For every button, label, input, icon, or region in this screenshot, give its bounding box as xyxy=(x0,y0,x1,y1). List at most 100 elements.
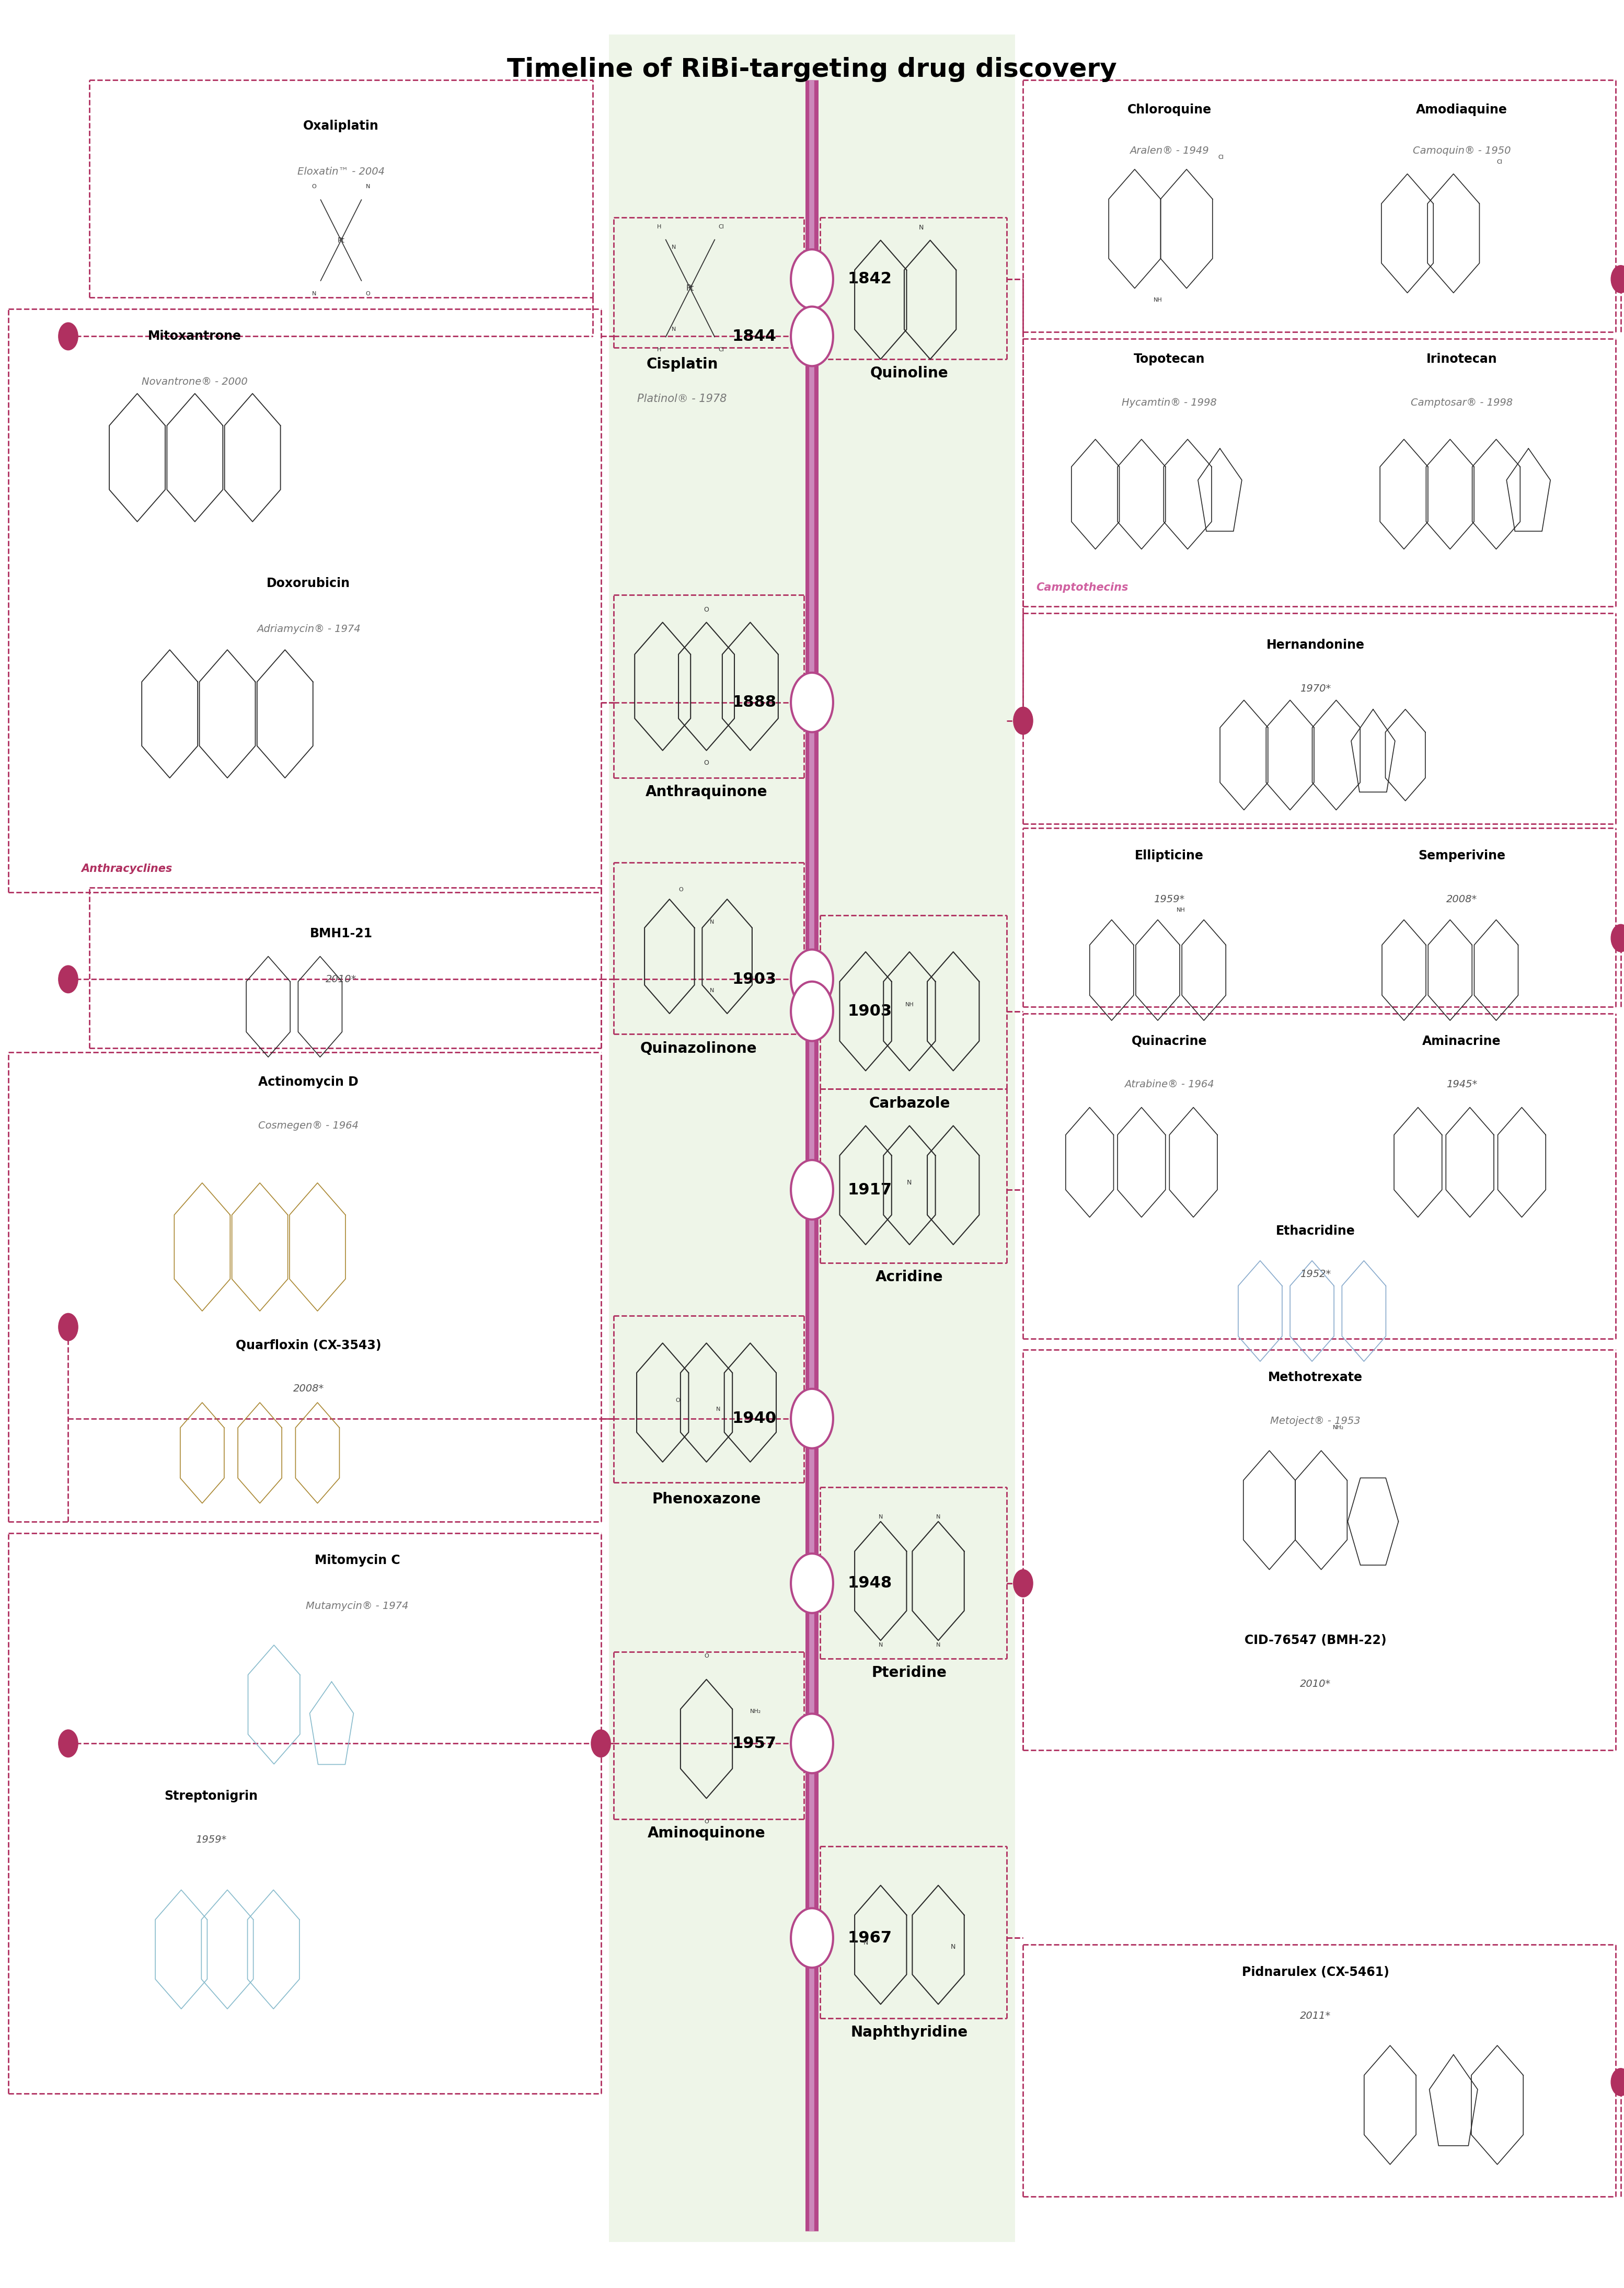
Text: Atrabine® - 1964: Atrabine® - 1964 xyxy=(1124,1080,1215,1089)
Text: H: H xyxy=(658,348,661,352)
Text: Methotrexate: Methotrexate xyxy=(1268,1371,1363,1384)
Text: 1903: 1903 xyxy=(848,1004,892,1018)
Text: 2011*: 2011* xyxy=(1299,2011,1332,2020)
Text: N: N xyxy=(879,1643,883,1647)
Text: Camptothecins: Camptothecins xyxy=(1036,581,1129,593)
Circle shape xyxy=(58,966,78,993)
Text: Mitoxantrone: Mitoxantrone xyxy=(148,329,242,343)
Text: Semperivine: Semperivine xyxy=(1418,849,1505,863)
Circle shape xyxy=(1013,707,1033,734)
Text: Quinacrine: Quinacrine xyxy=(1132,1034,1207,1048)
Text: 1970*: 1970* xyxy=(1299,684,1332,693)
Circle shape xyxy=(58,1313,78,1341)
Text: Cl: Cl xyxy=(718,224,724,229)
Text: BMH1-21: BMH1-21 xyxy=(310,927,372,940)
Text: N: N xyxy=(710,920,715,924)
Text: Irinotecan: Irinotecan xyxy=(1426,352,1497,366)
Text: Streptonigrin: Streptonigrin xyxy=(164,1789,258,1803)
Circle shape xyxy=(1611,2068,1624,2096)
Text: 1917: 1917 xyxy=(848,1183,892,1197)
Text: Mitomycin C: Mitomycin C xyxy=(315,1554,400,1567)
Text: Pteridine: Pteridine xyxy=(872,1666,947,1679)
Text: Actinomycin D: Actinomycin D xyxy=(258,1075,359,1089)
Text: O: O xyxy=(705,1819,708,1824)
Text: Platinol® - 1978: Platinol® - 1978 xyxy=(637,394,728,405)
Circle shape xyxy=(1611,924,1624,952)
Text: O: O xyxy=(703,760,710,766)
Text: Mutamycin® - 1974: Mutamycin® - 1974 xyxy=(305,1602,409,1611)
Text: Metoject® - 1953: Metoject® - 1953 xyxy=(1270,1416,1361,1425)
Text: 1888: 1888 xyxy=(732,696,776,709)
Text: Chloroquine: Chloroquine xyxy=(1127,103,1212,117)
Text: 1842: 1842 xyxy=(848,272,892,286)
Text: Camoquin® - 1950: Camoquin® - 1950 xyxy=(1413,146,1510,156)
Circle shape xyxy=(791,950,833,1009)
Text: Quinazolinone: Quinazolinone xyxy=(640,1041,757,1055)
Text: N: N xyxy=(365,185,370,190)
Text: Aminacrine: Aminacrine xyxy=(1423,1034,1501,1048)
Text: Cisplatin: Cisplatin xyxy=(646,357,718,371)
Text: Ethacridine: Ethacridine xyxy=(1276,1224,1354,1238)
Text: N: N xyxy=(312,291,317,295)
Text: N: N xyxy=(716,1407,719,1412)
Text: N: N xyxy=(919,224,924,231)
Text: 2010*: 2010* xyxy=(1299,1679,1332,1689)
Text: Pt: Pt xyxy=(338,236,344,245)
Text: CID-76547 (BMH-22): CID-76547 (BMH-22) xyxy=(1244,1634,1387,1647)
Text: N: N xyxy=(879,1515,883,1519)
Circle shape xyxy=(791,982,833,1041)
Text: Novantrone® - 2000: Novantrone® - 2000 xyxy=(141,378,248,387)
Circle shape xyxy=(791,1714,833,1773)
Text: 1844: 1844 xyxy=(732,329,776,343)
Text: N: N xyxy=(672,327,676,332)
Text: Cosmegen® - 1964: Cosmegen® - 1964 xyxy=(258,1121,359,1130)
Text: Aralen® - 1949: Aralen® - 1949 xyxy=(1130,146,1208,156)
Text: N: N xyxy=(935,1515,940,1519)
Text: Topotecan: Topotecan xyxy=(1134,352,1205,366)
Text: NH₂: NH₂ xyxy=(750,1709,762,1714)
Circle shape xyxy=(591,1730,611,1757)
Text: 2008*: 2008* xyxy=(292,1384,325,1393)
Circle shape xyxy=(791,1908,833,1968)
FancyBboxPatch shape xyxy=(609,34,1015,2242)
Text: N: N xyxy=(935,1643,940,1647)
Text: O: O xyxy=(676,1398,680,1403)
Text: Amodiaquine: Amodiaquine xyxy=(1416,103,1507,117)
Text: N: N xyxy=(710,988,715,993)
Text: Cl: Cl xyxy=(1497,160,1502,165)
Text: Carbazole: Carbazole xyxy=(869,1096,950,1110)
Text: Timeline of RiBi-targeting drug discovery: Timeline of RiBi-targeting drug discover… xyxy=(507,57,1117,82)
Text: NH: NH xyxy=(905,1002,914,1007)
Text: 2008*: 2008* xyxy=(1445,895,1478,904)
Text: NH: NH xyxy=(1176,908,1186,913)
Circle shape xyxy=(791,1554,833,1613)
Text: NH: NH xyxy=(1153,297,1163,302)
Text: N: N xyxy=(864,1940,869,1945)
Circle shape xyxy=(791,1389,833,1448)
Text: 1967: 1967 xyxy=(848,1931,892,1945)
Circle shape xyxy=(1013,1570,1033,1597)
Text: H: H xyxy=(658,224,661,229)
Text: Cl: Cl xyxy=(1218,156,1224,160)
Text: 1945*: 1945* xyxy=(1445,1080,1478,1089)
Text: Pidnarulex (CX-5461): Pidnarulex (CX-5461) xyxy=(1242,1965,1389,1979)
Text: Quinoline: Quinoline xyxy=(870,366,948,380)
Text: Pt: Pt xyxy=(687,284,693,293)
Text: Ellipticine: Ellipticine xyxy=(1135,849,1203,863)
Text: O: O xyxy=(312,185,317,190)
Text: N: N xyxy=(950,1945,955,1949)
Text: 1959*: 1959* xyxy=(1153,895,1186,904)
Text: Hycamtin® - 1998: Hycamtin® - 1998 xyxy=(1122,398,1216,407)
Text: Quarfloxin (CX-3543): Quarfloxin (CX-3543) xyxy=(235,1338,382,1352)
Text: Anthraquinone: Anthraquinone xyxy=(645,785,768,799)
Text: Phenoxazone: Phenoxazone xyxy=(651,1492,762,1506)
Text: Anthracyclines: Anthracyclines xyxy=(81,863,172,874)
Text: O: O xyxy=(365,291,370,295)
Text: 1940: 1940 xyxy=(732,1412,776,1425)
Text: O: O xyxy=(679,888,684,892)
Text: NH₂: NH₂ xyxy=(1333,1425,1345,1430)
Text: Acridine: Acridine xyxy=(875,1270,944,1284)
Circle shape xyxy=(791,307,833,366)
Text: 1948: 1948 xyxy=(848,1576,892,1590)
Circle shape xyxy=(58,323,78,350)
